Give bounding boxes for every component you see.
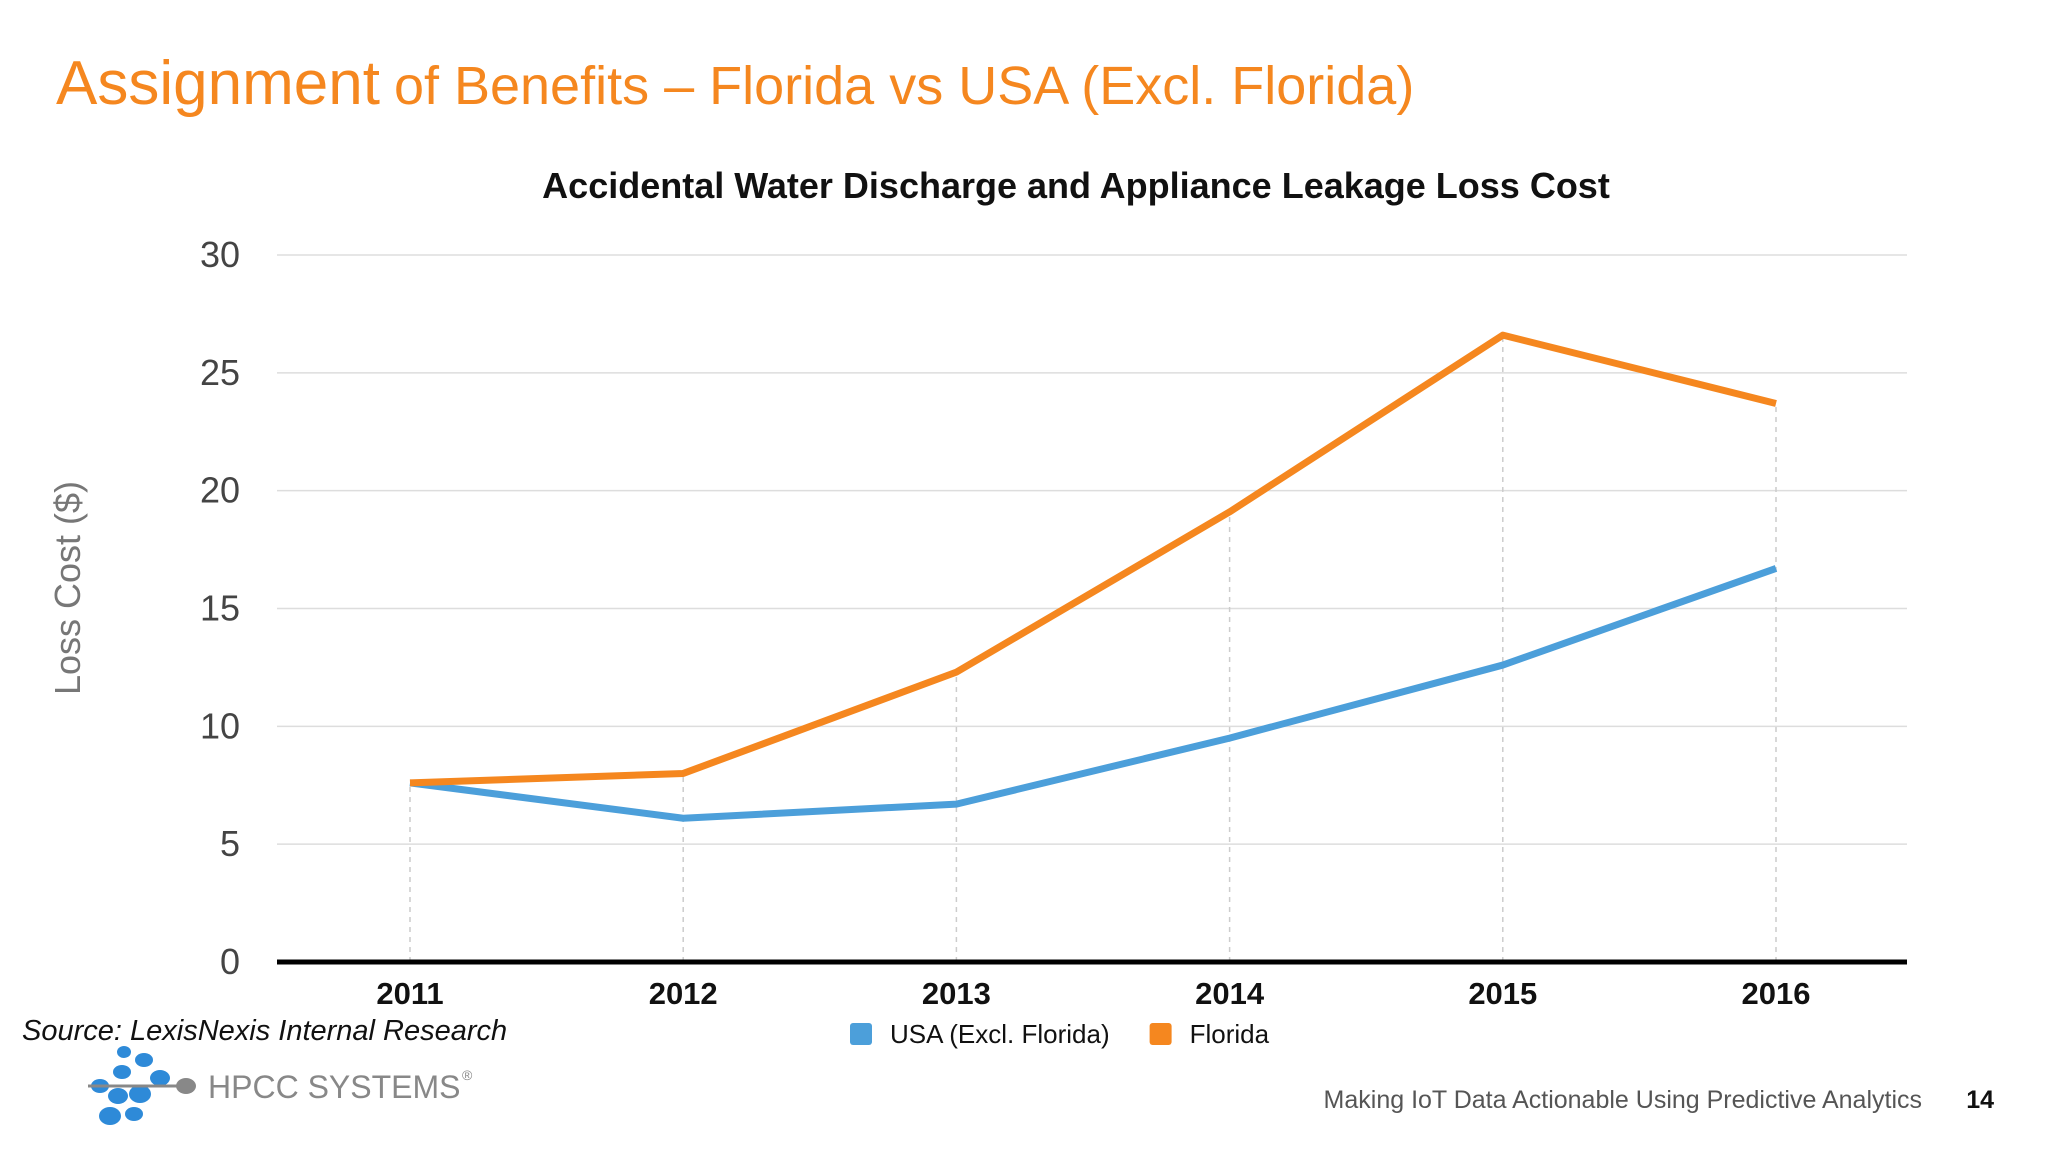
y-tick-label: 10 xyxy=(200,705,240,746)
title-rest: of Benefits – Florida vs USA (Excl. Flor… xyxy=(394,56,1414,116)
x-tick-label: 2016 xyxy=(1742,976,1811,1011)
title-lead: Assignment xyxy=(56,49,380,118)
legend-label: USA (Excl. Florida) xyxy=(890,1019,1110,1049)
y-tick-label: 15 xyxy=(200,588,240,629)
chart-title: Accidental Water Discharge and Appliance… xyxy=(542,165,1610,206)
series-line xyxy=(409,331,1777,787)
footer: Making IoT Data Actionable Using Predict… xyxy=(1324,1086,1922,1114)
series-line xyxy=(409,565,1778,822)
page-number: 14 xyxy=(1966,1086,1994,1114)
y-tick-label: 30 xyxy=(200,234,240,275)
x-tick-label: 2015 xyxy=(1468,976,1537,1011)
y-tick-label: 5 xyxy=(220,823,240,864)
logo-text: HPCC SYSTEMS xyxy=(208,1069,460,1105)
y-axis-label: Loss Cost ($) xyxy=(47,481,88,695)
legend-label: Florida xyxy=(1190,1019,1270,1049)
x-tick-label: 2012 xyxy=(649,976,718,1011)
x-tick-label: 2011 xyxy=(376,976,443,1011)
y-tick-label: 25 xyxy=(200,352,240,393)
y-tick-label: 0 xyxy=(220,941,240,982)
plot: 0 5 10 15 20 25 30 2011 2012 2013 2014 2015 2016 USA … xyxy=(200,234,1907,1049)
legend-swatch xyxy=(1149,1023,1172,1045)
x-tick-label: 2013 xyxy=(922,976,991,1011)
source: Source: LexisNexis Internal Research xyxy=(22,1015,507,1047)
logo: HPCC SYSTEMS ® xyxy=(88,1046,473,1125)
logo-dots xyxy=(91,1046,170,1125)
y-tick-label: 20 xyxy=(200,470,240,511)
slide-title: Assignment of Benefits – Florida vs USA (… xyxy=(56,49,1414,118)
legend-swatch xyxy=(850,1023,872,1045)
logo-mark: ® xyxy=(462,1067,473,1083)
x-tick-label: 2014 xyxy=(1195,976,1265,1011)
